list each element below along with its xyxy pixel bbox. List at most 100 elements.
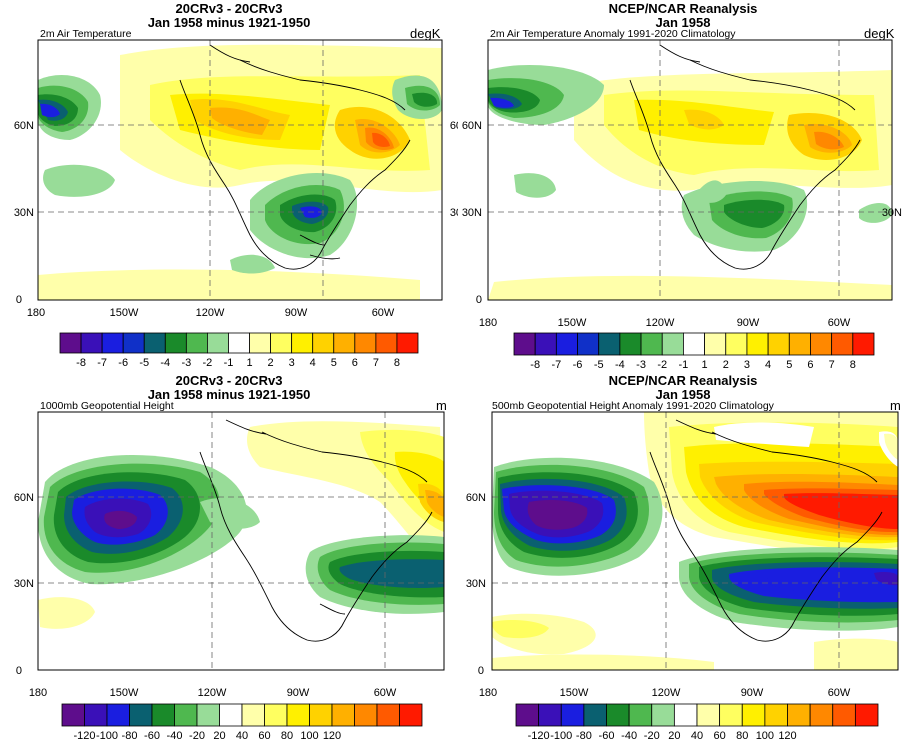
x-tick-label: 180 (29, 687, 47, 699)
colorbar-swatch (619, 332, 642, 356)
y-tick-label: 0 (16, 665, 22, 677)
panel-height-ncep: NCEP/NCAR Reanalysis Jan 1958 500mb Geop… (454, 372, 912, 747)
axis-ticks: 180 150W 120W 90W 60W 0 30N 60N 30N 60N (14, 120, 458, 319)
colorbar-swatch (122, 332, 145, 354)
x-tick-label: 150W (560, 687, 589, 699)
y-tick-label: 30N (466, 578, 486, 590)
panel-title: NCEP/NCAR Reanalysis Jan 1958 (454, 2, 912, 30)
colorbar-swatch (673, 703, 698, 727)
colorbar-label: 60 (258, 730, 270, 742)
map-plot: 180 150W 120W 90W 60W 0 30N 60N -120 -100… (14, 411, 445, 742)
colorbar: -8 -7 -6 -5 -4 -3 -2 -1 1 2 3 4 5 6 7 8 (59, 332, 419, 369)
colorbar-swatch (810, 332, 833, 356)
colorbar-swatch (151, 703, 175, 727)
colorbar-label: 3 (289, 357, 295, 369)
colorbar-label: -100 (96, 730, 118, 742)
colorbar-swatch (515, 703, 540, 727)
colorbar-label: 100 (300, 730, 318, 742)
colorbar-swatch (228, 332, 250, 354)
colorbar-swatch (555, 332, 578, 356)
y-tick-label: 0 (16, 294, 22, 306)
colorbar-swatch (719, 703, 743, 727)
axis-ticks: 180 150W 120W 90W 60W 0 30N 60N (466, 492, 851, 699)
y-tick-label: 30N (462, 207, 482, 219)
colorbar-swatch (375, 332, 398, 354)
colorbar-label: -8 (530, 359, 540, 371)
colorbar-label: -20 (189, 730, 205, 742)
y-tick-label: 30N (14, 578, 34, 590)
title-line2: Jan 1958 (655, 387, 711, 402)
x-tick-label: 90W (287, 687, 310, 699)
colorbar-label: -5 (139, 357, 149, 369)
y-tick-label: 60N (14, 492, 34, 504)
x-tick-label: 150W (110, 307, 139, 319)
colorbar-swatch (106, 703, 130, 727)
colorbar-swatch (560, 703, 585, 727)
graticule (38, 40, 442, 300)
colorbar-swatch (640, 332, 663, 356)
colorbar-swatch (704, 332, 727, 356)
colorbar-label: -40 (167, 730, 183, 742)
x-tick-label: 60W (828, 317, 851, 329)
y-tick-label-right: 30N (450, 207, 458, 219)
y-tick-label: 60N (14, 120, 34, 132)
colorbar-swatch (583, 703, 607, 727)
y-tick-label-right: 60N (450, 120, 458, 132)
coastline (179, 44, 411, 270)
colorbar-swatch (59, 332, 82, 354)
colorbar-label: 5 (786, 359, 792, 371)
x-tick-label: 180 (479, 317, 497, 329)
colorbar-label: 40 (236, 730, 248, 742)
colorbar-label: 120 (778, 730, 796, 742)
colorbar-label: -20 (644, 730, 660, 742)
colorbar-swatch (577, 332, 600, 356)
coastline (649, 419, 883, 642)
x-tick-label: 60W (372, 307, 395, 319)
colorbar-swatch (534, 332, 557, 356)
axis-ticks: 180 150W 120W 90W 60W 0 30N 60N (14, 492, 397, 699)
colorbar-label: 6 (352, 357, 358, 369)
colorbar-swatch (331, 703, 355, 727)
left-string: 1000mb Geopotential Height (40, 400, 174, 412)
y-tick-label: 60N (462, 120, 482, 132)
graticule (492, 412, 898, 670)
colorbar-swatch (628, 703, 653, 727)
colorbar-label: -80 (122, 730, 138, 742)
y-tick-label: 30N (14, 207, 34, 219)
colorbar-swatch (241, 703, 265, 727)
colorbar-swatch (309, 703, 333, 727)
colorbar-swatch (286, 703, 310, 727)
colorbar-swatch (606, 703, 630, 727)
colorbar-swatch (291, 332, 314, 354)
colorbar-label: -1 (679, 359, 689, 371)
colorbar-swatch (84, 703, 108, 727)
colorbar-label: 4 (765, 359, 771, 371)
map-plot: 180 150W 120W 90W 60W 0 30N 60N -120 -100… (466, 411, 899, 742)
colorbar-label: -60 (144, 730, 160, 742)
axis-ticks: 180 150W 120W 90W 60W 0 30N 60N 30N (462, 120, 902, 329)
colorbar: -8 -7 -6 -5 -4 -3 -2 -1 1 2 3 4 5 6 7 8 (513, 332, 875, 371)
colorbar-label: -80 (576, 730, 592, 742)
x-tick-label: 120W (652, 687, 681, 699)
colorbar-swatch (767, 332, 790, 356)
x-tick-label: 60W (828, 687, 851, 699)
colorbar-swatch (249, 332, 271, 354)
colorbar-label: 80 (736, 730, 748, 742)
colorbar-swatch (741, 703, 766, 727)
colorbar-label: -7 (97, 357, 107, 369)
colorbar-label: 3 (744, 359, 750, 371)
colorbar-label: 7 (373, 357, 379, 369)
panel-title: 20CRv3 - 20CRv3 Jan 1958 minus 1921-1950 (0, 374, 458, 402)
shaded-field (38, 40, 442, 300)
colorbar-label: 40 (691, 730, 703, 742)
map-plot: 180 150W 120W 90W 60W 0 30N 60N 30N -8 -7… (462, 39, 902, 371)
x-tick-label: 90W (285, 307, 308, 319)
x-tick-label: 120W (646, 317, 675, 329)
x-tick-label: 60W (374, 687, 397, 699)
colorbar-swatch (312, 332, 335, 354)
colorbar-label: 1 (246, 357, 252, 369)
title-line2: Jan 1958 minus 1921-1950 (147, 15, 311, 30)
colorbar-label: -40 (621, 730, 637, 742)
colorbar-swatch (696, 703, 721, 727)
panel-title: 20CRv3 - 20CRv3 Jan 1958 minus 1921-1950 (0, 2, 458, 30)
